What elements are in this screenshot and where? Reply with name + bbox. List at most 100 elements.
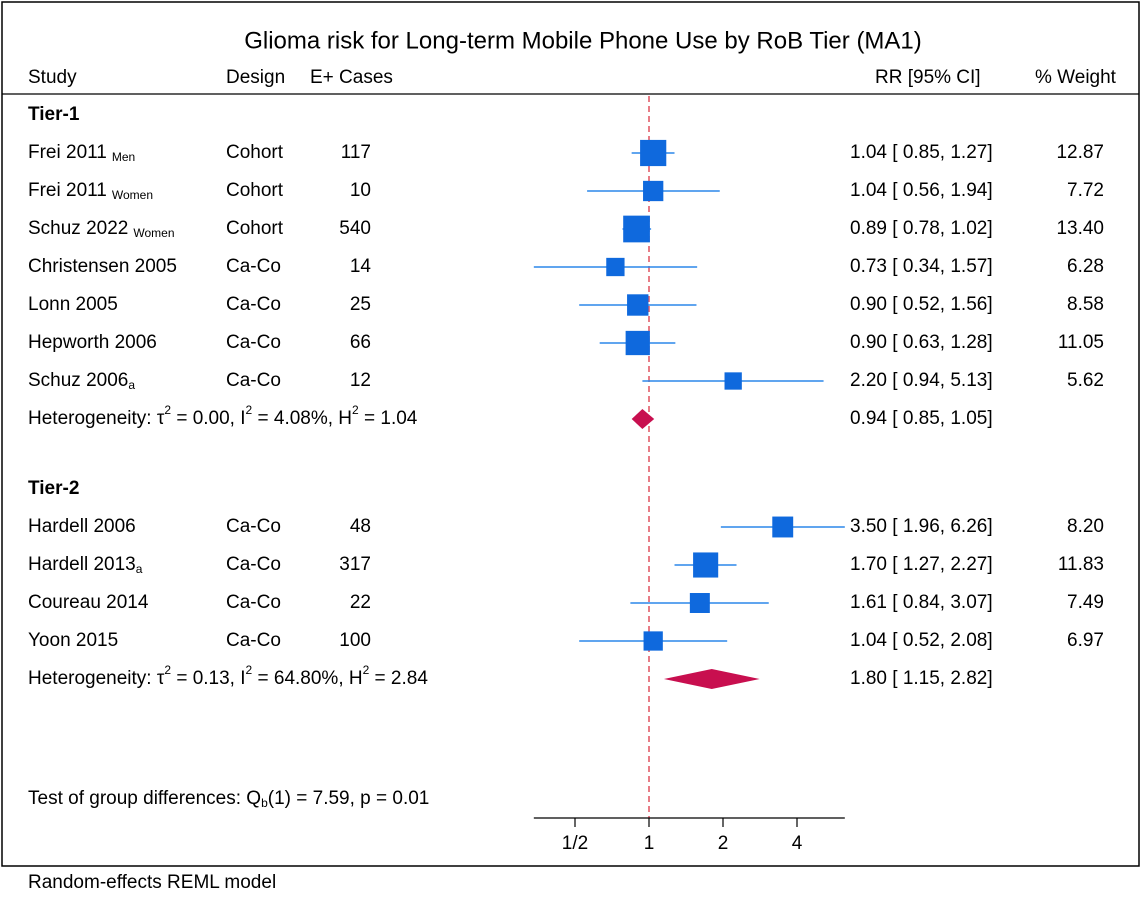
weight-label: 8.20	[1067, 516, 1104, 537]
heterogeneity: Heterogeneity: τ2 = 0.00, I2 = 4.08%, H2…	[28, 403, 418, 429]
weight-label: 6.28	[1067, 256, 1104, 277]
cases: 12	[350, 370, 371, 391]
study-name: Frei 2011 Women	[28, 180, 153, 202]
ci-label: 1.04 [ 0.85, 1.27]	[850, 142, 993, 163]
cases: 66	[350, 332, 371, 353]
design: Ca-Co	[226, 592, 281, 613]
study-subscript: Women	[112, 188, 153, 202]
design: Ca-Co	[226, 294, 281, 315]
study-name: Coureau 2014	[28, 592, 149, 613]
study-text: Frei 2011	[28, 142, 107, 163]
design: Ca-Co	[226, 370, 281, 391]
study-square	[627, 294, 649, 316]
text-part: Heterogeneity: τ	[28, 668, 165, 689]
heterogeneity: Heterogeneity: τ2 = 0.13, I2 = 64.80%, H…	[28, 663, 428, 689]
column-header: % Weight	[1035, 67, 1117, 88]
text-part: Heterogeneity: τ	[28, 408, 165, 429]
text-part: Test of group differences: Q	[28, 788, 261, 809]
text-part: = 1.04	[359, 408, 418, 429]
cases: 317	[339, 554, 371, 575]
text-part: = 2.84	[369, 668, 428, 689]
chart-title: Glioma risk for Long-term Mobile Phone U…	[244, 27, 922, 54]
study-square	[693, 552, 719, 578]
study-name: Schuz 2006a	[28, 370, 135, 392]
text-part: = 4.08%, H	[252, 408, 352, 429]
study-text: Schuz 2006	[28, 370, 128, 391]
study-text: Hepworth 2006	[28, 332, 157, 353]
text-part: (1) = 7.59, p = 0.01	[268, 788, 430, 809]
superscript: 2	[352, 403, 359, 417]
model-note: Random-effects REML model	[28, 872, 276, 893]
column-header: Design	[226, 67, 285, 88]
text-part: = 0.00, I	[171, 408, 245, 429]
study-name: Frei 2011 Men	[28, 142, 135, 164]
weight-label: 13.40	[1056, 218, 1104, 239]
text-part: = 64.80%, H	[252, 668, 362, 689]
weight-label: 7.72	[1067, 180, 1104, 201]
weight-label: 12.87	[1056, 142, 1104, 163]
study-name: Hepworth 2006	[28, 332, 157, 353]
design: Cohort	[226, 218, 284, 239]
x-tick-label: 2	[718, 833, 729, 854]
study-square	[689, 593, 710, 613]
design: Ca-Co	[226, 630, 281, 651]
group-label: Tier-2	[28, 478, 79, 499]
study-name: Hardell 2013a	[28, 554, 143, 576]
study-text: Hardell 2013	[28, 554, 136, 575]
study-square	[643, 631, 663, 651]
design: Ca-Co	[226, 516, 281, 537]
ci-label: 1.04 [ 0.52, 2.08]	[850, 630, 993, 651]
design: Ca-Co	[226, 332, 281, 353]
weight-label: 8.58	[1067, 294, 1104, 315]
cases: 22	[350, 592, 371, 613]
design: Ca-Co	[226, 554, 281, 575]
study-text: Lonn 2005	[28, 294, 118, 315]
cases: 100	[339, 630, 371, 651]
weight-label: 11.05	[1058, 332, 1104, 353]
study-square	[724, 372, 742, 390]
weight-label: 5.62	[1067, 370, 1104, 391]
cases: 117	[341, 142, 371, 163]
weight-label: 7.49	[1067, 592, 1104, 613]
study-name: Yoon 2015	[28, 630, 118, 651]
study-square	[623, 215, 650, 243]
ci-label: 1.04 [ 0.56, 1.94]	[850, 180, 993, 201]
study-subscript: Men	[112, 150, 135, 164]
cases: 14	[350, 256, 372, 277]
study-name: Lonn 2005	[28, 294, 118, 315]
ci-label: 1.70 [ 1.27, 2.27]	[850, 554, 993, 575]
study-name: Hardell 2006	[28, 516, 136, 537]
cases: 10	[350, 180, 371, 201]
study-text: Schuz 2022	[28, 218, 128, 239]
weight-label: 11.83	[1058, 554, 1104, 575]
study-subscript: a	[128, 378, 135, 392]
summary-diamond	[631, 409, 655, 429]
superscript: 2	[246, 403, 253, 417]
study-subscript: Women	[133, 226, 174, 240]
ci-label: 0.89 [ 0.78, 1.02]	[850, 218, 993, 239]
column-header: E+ Cases	[310, 67, 393, 88]
ci-label: 0.90 [ 0.63, 1.28]	[850, 332, 993, 353]
ci-label: 1.61 [ 0.84, 3.07]	[850, 592, 993, 613]
x-tick-label: 1/2	[562, 833, 588, 854]
superscript: 2	[164, 403, 171, 417]
cases: 540	[339, 218, 371, 239]
cases: 25	[350, 294, 371, 315]
study-square	[640, 139, 667, 167]
study-square	[606, 257, 625, 277]
study-text: Coureau 2014	[28, 592, 149, 613]
group-test: Test of group differences: Qb(1) = 7.59,…	[28, 788, 429, 810]
design: Cohort	[226, 180, 284, 201]
study-name: Christensen 2005	[28, 256, 177, 277]
study-text: Christensen 2005	[28, 256, 177, 277]
study-square	[772, 516, 794, 538]
study-square	[643, 180, 664, 202]
subscript: b	[261, 796, 268, 810]
cases: 48	[350, 516, 371, 537]
study-square	[625, 330, 650, 356]
study-text: Hardell 2006	[28, 516, 136, 537]
column-header: Study	[28, 67, 77, 88]
group-label: Tier-1	[28, 104, 80, 125]
ci-label: 0.73 [ 0.34, 1.57]	[850, 256, 993, 277]
study-text: Yoon 2015	[28, 630, 118, 651]
